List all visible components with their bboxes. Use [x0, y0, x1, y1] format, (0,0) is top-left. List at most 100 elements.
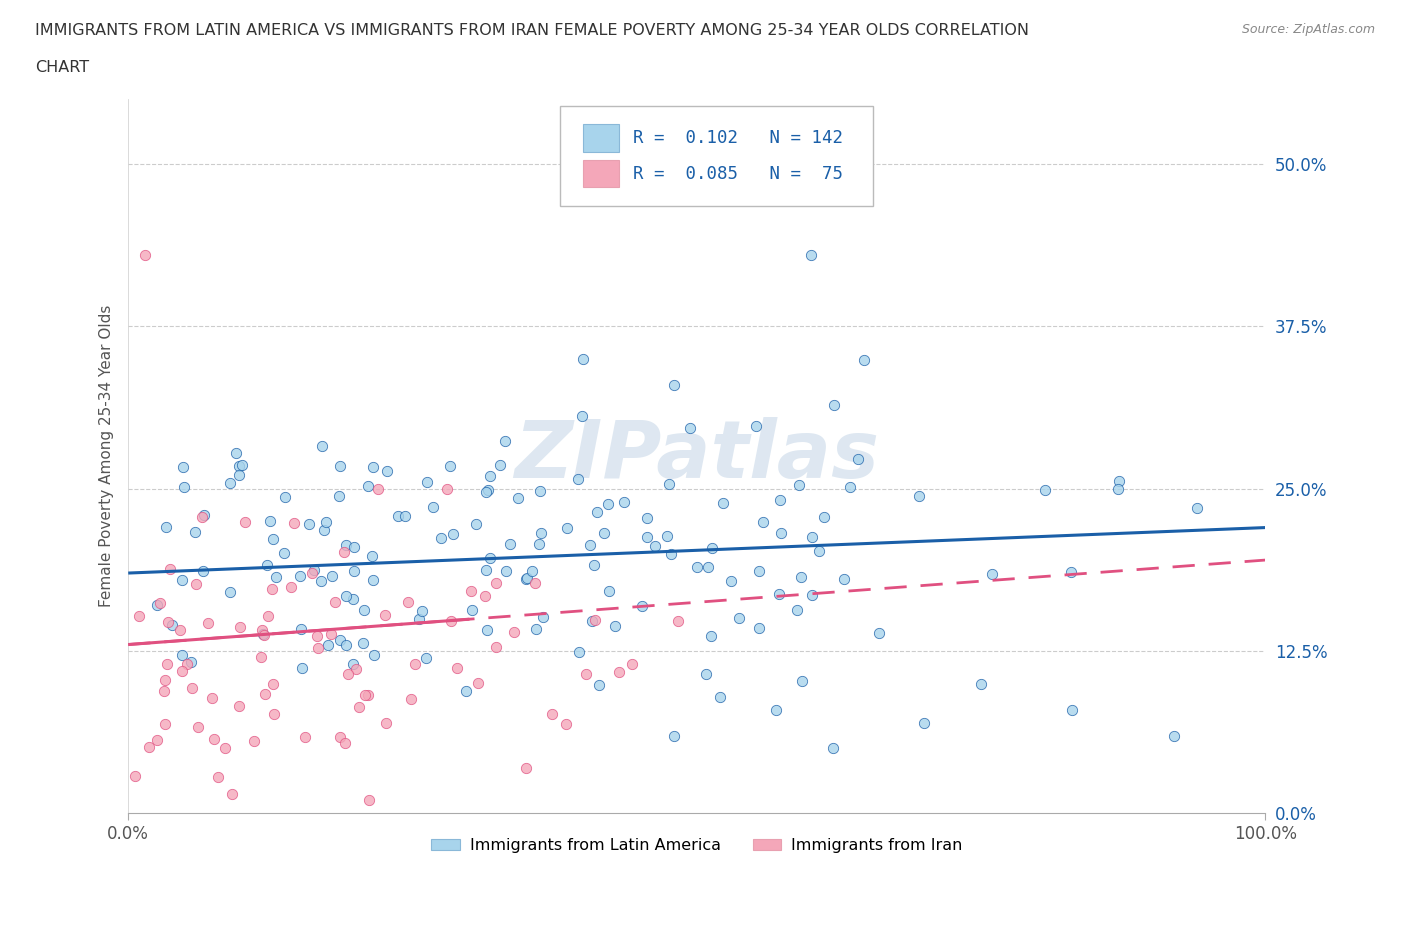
Point — [343, 564, 366, 578]
Point — [321, 569, 343, 584]
Point — [655, 528, 678, 543]
Point — [335, 637, 357, 652]
Point — [408, 612, 430, 627]
FancyBboxPatch shape — [561, 106, 873, 206]
Point — [263, 707, 285, 722]
Point — [184, 525, 207, 539]
Point — [605, 618, 627, 633]
Point — [583, 613, 606, 628]
Point — [668, 614, 690, 629]
Point — [361, 549, 384, 564]
Point — [832, 572, 855, 587]
Point — [484, 640, 506, 655]
Point — [352, 635, 374, 650]
Point — [169, 623, 191, 638]
Point — [529, 525, 551, 540]
Point — [516, 570, 538, 585]
Point — [787, 477, 810, 492]
Point — [149, 595, 172, 610]
Point — [353, 603, 375, 618]
Point — [475, 622, 498, 637]
Point — [636, 511, 658, 525]
Point — [228, 467, 250, 482]
Point — [769, 492, 792, 507]
Point — [363, 572, 385, 587]
Point — [823, 398, 845, 413]
Point — [170, 648, 193, 663]
Point — [356, 478, 378, 493]
Point — [745, 418, 768, 433]
Point — [157, 615, 180, 630]
Point — [153, 716, 176, 731]
Point — [1033, 483, 1056, 498]
Point — [686, 560, 709, 575]
Point — [354, 688, 377, 703]
Point — [485, 576, 508, 591]
Point — [475, 562, 498, 577]
Point — [146, 733, 169, 748]
Point — [499, 537, 522, 551]
Point — [336, 667, 359, 682]
Point — [273, 546, 295, 561]
Point — [262, 581, 284, 596]
Point — [620, 657, 643, 671]
Point — [311, 438, 333, 453]
Point — [631, 598, 654, 613]
Point — [305, 628, 328, 643]
Point — [290, 621, 312, 636]
Point — [153, 684, 176, 698]
Point — [253, 686, 276, 701]
Point — [173, 479, 195, 494]
Point — [430, 530, 453, 545]
Point — [259, 514, 281, 529]
Text: R =  0.085   N =  75: R = 0.085 N = 75 — [633, 165, 844, 183]
Point — [155, 520, 177, 535]
Point — [219, 475, 242, 490]
Point — [1107, 481, 1129, 496]
Point — [557, 520, 579, 535]
Point — [679, 420, 702, 435]
Point — [328, 488, 350, 503]
Point — [752, 514, 775, 529]
Point — [335, 589, 357, 604]
Point — [790, 673, 813, 688]
Point — [488, 458, 510, 472]
Point — [411, 604, 433, 618]
Point — [467, 676, 489, 691]
Point — [233, 514, 256, 529]
Point — [571, 409, 593, 424]
Point — [257, 609, 280, 624]
Point — [316, 637, 339, 652]
Point — [128, 608, 150, 623]
Point — [786, 603, 808, 618]
Point — [636, 529, 658, 544]
Point — [193, 564, 215, 578]
Point — [581, 614, 603, 629]
Point — [374, 607, 396, 622]
Point — [329, 729, 352, 744]
Point — [846, 452, 869, 467]
Point — [357, 793, 380, 808]
Point — [503, 624, 526, 639]
Point — [264, 569, 287, 584]
Point — [280, 579, 302, 594]
Point — [912, 715, 935, 730]
Point — [907, 488, 929, 503]
Point — [311, 574, 333, 589]
Point — [396, 594, 419, 609]
Point — [302, 563, 325, 578]
Point — [301, 565, 323, 580]
Point — [180, 681, 202, 696]
Point — [361, 459, 384, 474]
Point — [474, 589, 496, 604]
Point — [344, 661, 367, 676]
Point — [357, 687, 380, 702]
Bar — [583, 125, 620, 152]
Point — [585, 504, 607, 519]
Point — [274, 490, 297, 505]
Point — [214, 740, 236, 755]
Point — [207, 769, 229, 784]
Point — [225, 445, 247, 460]
Text: CHART: CHART — [35, 60, 89, 75]
Point — [709, 689, 731, 704]
